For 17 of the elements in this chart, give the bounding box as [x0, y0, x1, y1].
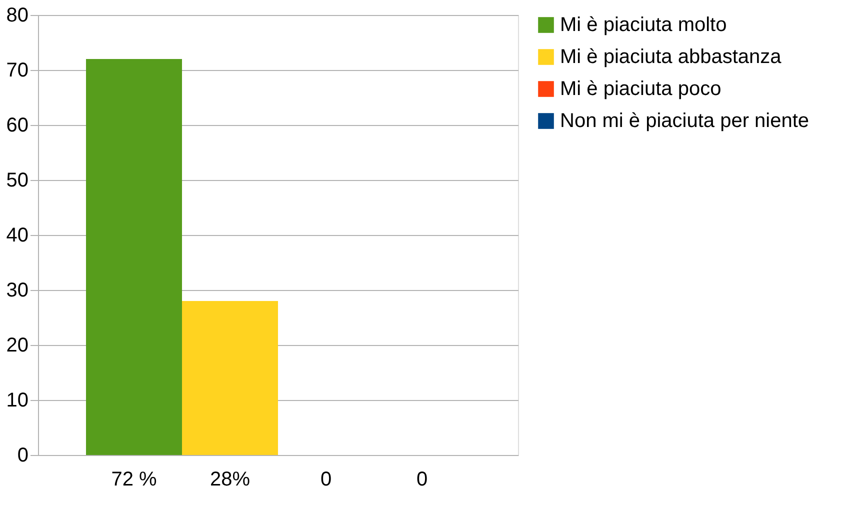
- y-tick-label: 40: [6, 224, 28, 246]
- y-tick-label: 70: [6, 60, 28, 82]
- legend-label: Non mi è piaciuta per niente: [560, 110, 810, 132]
- y-tick-label: 10: [6, 390, 28, 412]
- x-tick-label: 28%: [210, 468, 250, 490]
- y-tick-label: 50: [6, 170, 28, 192]
- y-tick-label: 0: [17, 444, 28, 466]
- y-tick-label: 30: [6, 280, 28, 302]
- x-tick-label: 0: [416, 468, 428, 490]
- y-tick-label: 80: [6, 4, 28, 26]
- legend-label: Mi è piaciuta poco: [560, 78, 722, 100]
- x-tick-label: 0: [320, 468, 332, 490]
- y-tick-label: 60: [6, 114, 28, 136]
- legend-label: Mi è piaciuta abbastanza: [560, 46, 782, 68]
- y-tick-label: 20: [6, 334, 28, 356]
- legend-label: Mi è piaciuta molto: [560, 14, 727, 36]
- x-tick-label: 72 %: [111, 468, 158, 490]
